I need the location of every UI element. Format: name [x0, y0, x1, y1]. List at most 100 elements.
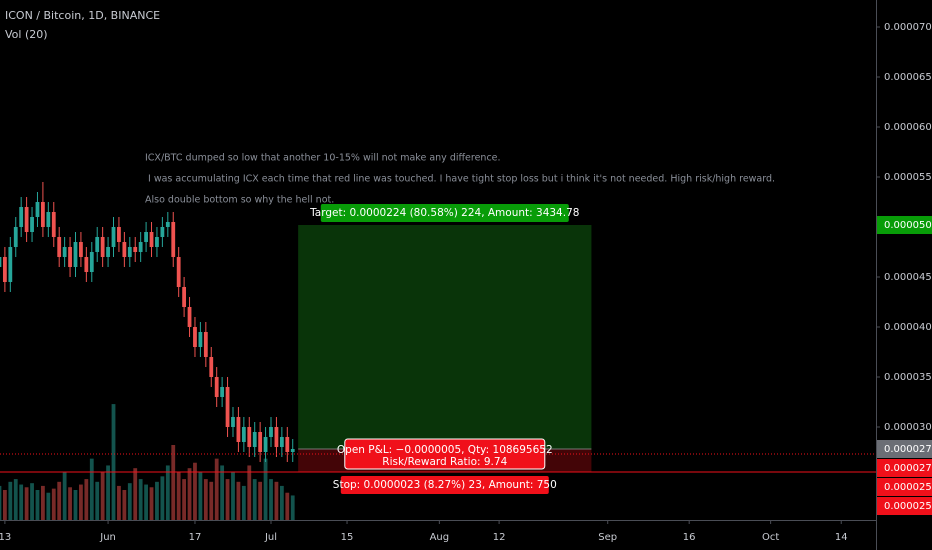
candle-body	[73, 242, 78, 267]
candle-body	[176, 257, 181, 287]
price-badge	[877, 440, 932, 458]
candle-body	[35, 202, 40, 217]
candle-body	[24, 207, 29, 232]
profit-zone	[298, 225, 592, 449]
volume-bar	[95, 481, 100, 520]
candle-body	[19, 207, 24, 227]
candle-body	[30, 217, 34, 232]
candle-body	[187, 307, 192, 327]
stop-label: Stop: 0.0000023 (8.27%) 23, Amount: 750	[333, 479, 557, 491]
candle-body	[258, 432, 263, 452]
target-label: Target: 0.0000224 (80.58%) 224, Amount: …	[309, 207, 579, 219]
volume-bar	[209, 481, 214, 520]
volume-bar	[73, 490, 78, 520]
candle-body	[209, 357, 214, 377]
candle-body	[138, 242, 143, 252]
volume-bar	[236, 481, 241, 520]
volume-bar	[149, 487, 154, 520]
candle-body	[133, 247, 138, 252]
volume-bar	[2, 490, 7, 520]
volume-bar	[187, 468, 192, 520]
candle-body	[149, 232, 154, 247]
candle-body	[13, 227, 18, 247]
candle-body	[68, 247, 72, 267]
volume-bar	[203, 479, 208, 520]
candle-body	[117, 227, 121, 242]
x-tick-label: 16	[683, 532, 696, 543]
annotation-line: I was accumulating ICX each time that re…	[148, 174, 775, 185]
candle-body	[144, 232, 148, 242]
volume-bar	[165, 465, 170, 520]
y-tick-label: 0.0000300	[884, 422, 932, 433]
candle-body	[220, 387, 225, 397]
volume-bar	[247, 465, 252, 520]
volume-bar	[160, 476, 165, 520]
volume-bar	[35, 490, 40, 520]
volume-bar	[279, 485, 284, 520]
volume-bar	[274, 481, 279, 520]
candle-body	[290, 449, 295, 452]
candle-body	[122, 242, 127, 257]
x-tick-label: Jul	[264, 532, 277, 543]
volume-bar	[89, 458, 94, 520]
volume-bar	[127, 483, 132, 520]
candle-body	[182, 287, 187, 307]
candle-body	[155, 237, 159, 247]
candle-body	[285, 437, 290, 452]
volume-bar	[30, 483, 34, 520]
volume-bar	[57, 481, 62, 520]
volume-bar	[171, 445, 176, 520]
price-badge-label: 0.0000273	[884, 463, 932, 474]
volume-bar	[176, 472, 181, 520]
volume-bar	[220, 465, 225, 520]
candle-body	[247, 427, 252, 447]
volume-bar	[231, 472, 235, 520]
candle-body	[79, 242, 83, 257]
x-tick-label: Oct	[762, 532, 779, 543]
price-badge	[877, 497, 932, 515]
candle-body	[160, 227, 165, 237]
price-badge	[877, 478, 932, 496]
price-badge-label: 0.0000502	[884, 220, 932, 231]
volume-bar	[117, 485, 121, 520]
x-tick-label: 15	[341, 532, 354, 543]
volume-bar	[100, 472, 105, 520]
volume-bar	[8, 481, 13, 520]
candle-body	[51, 212, 56, 237]
volume-bar	[155, 481, 159, 520]
target-label-box	[320, 204, 569, 222]
candle-body	[198, 332, 203, 347]
candle-body	[279, 437, 284, 447]
volume-bar	[0, 485, 2, 520]
candle-body	[8, 247, 13, 282]
symbol-title: ICON / Bitcoin, 1D, BINANCE	[5, 9, 160, 22]
x-tick-label: Aug	[430, 532, 450, 543]
annotation-line: Also double bottom so why the hell not.	[145, 195, 334, 206]
x-tick-label: Sep	[598, 532, 617, 543]
volume-bar	[241, 485, 246, 520]
candle-body	[214, 377, 219, 397]
candle-body	[0, 257, 2, 267]
candle-body	[193, 327, 197, 347]
price-badge-label: 0.0000255	[884, 482, 932, 493]
candle-body	[100, 237, 105, 257]
x-tick-label: 13	[0, 532, 11, 543]
volume-bar	[13, 479, 18, 520]
candle-body	[241, 427, 246, 442]
stop-label-box	[340, 476, 549, 494]
volume-bar	[263, 458, 268, 520]
candle-body	[171, 222, 176, 257]
price-badge	[877, 459, 932, 477]
candle-body	[106, 247, 110, 257]
volume-bar	[111, 404, 116, 520]
pnl-label: Open P&L: −0.0000005, Qty: 108695652	[337, 444, 553, 456]
candle-body	[236, 417, 241, 442]
candle-body	[62, 247, 67, 257]
